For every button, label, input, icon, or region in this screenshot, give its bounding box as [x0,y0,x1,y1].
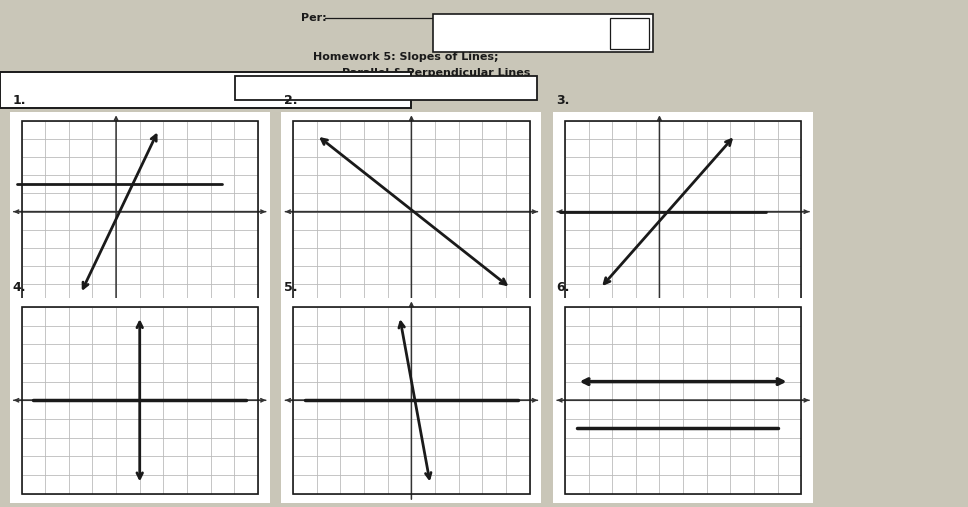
FancyBboxPatch shape [0,72,411,108]
FancyBboxPatch shape [610,18,649,49]
Text: 4.: 4. [13,280,26,294]
Text: 5.: 5. [285,280,298,294]
Text: Homework 5: Slopes of Lines;: Homework 5: Slopes of Lines; [313,52,499,62]
FancyBboxPatch shape [235,76,536,100]
Text: 2.: 2. [285,94,298,107]
Text: Parallel & Perpendicular Lines: Parallel & Perpendicular Lines [342,68,529,79]
Text: Directions:: Directions: [7,77,79,90]
FancyBboxPatch shape [433,14,653,52]
Text: 6.: 6. [556,280,569,294]
Text: ** This is a 2-page document! **: ** This is a 2-page document! ** [242,80,431,90]
Text: Find the slope of the lines graphed below.: Find the slope of the lines graphed belo… [79,77,334,90]
Text: llel & Perpendicular Lines: llel & Perpendicular Lines [440,19,565,29]
Text: 3.: 3. [556,94,569,107]
Text: Per:: Per: [301,13,326,23]
Text: 1.: 1. [13,94,26,107]
